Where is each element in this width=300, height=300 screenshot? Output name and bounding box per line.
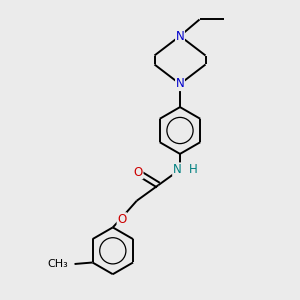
Text: CH₃: CH₃ [47, 259, 68, 269]
Text: O: O [134, 166, 143, 179]
Text: H: H [188, 163, 197, 176]
Text: N: N [176, 77, 184, 91]
Text: O: O [117, 213, 126, 226]
Text: N: N [173, 163, 182, 176]
Text: N: N [176, 29, 184, 43]
